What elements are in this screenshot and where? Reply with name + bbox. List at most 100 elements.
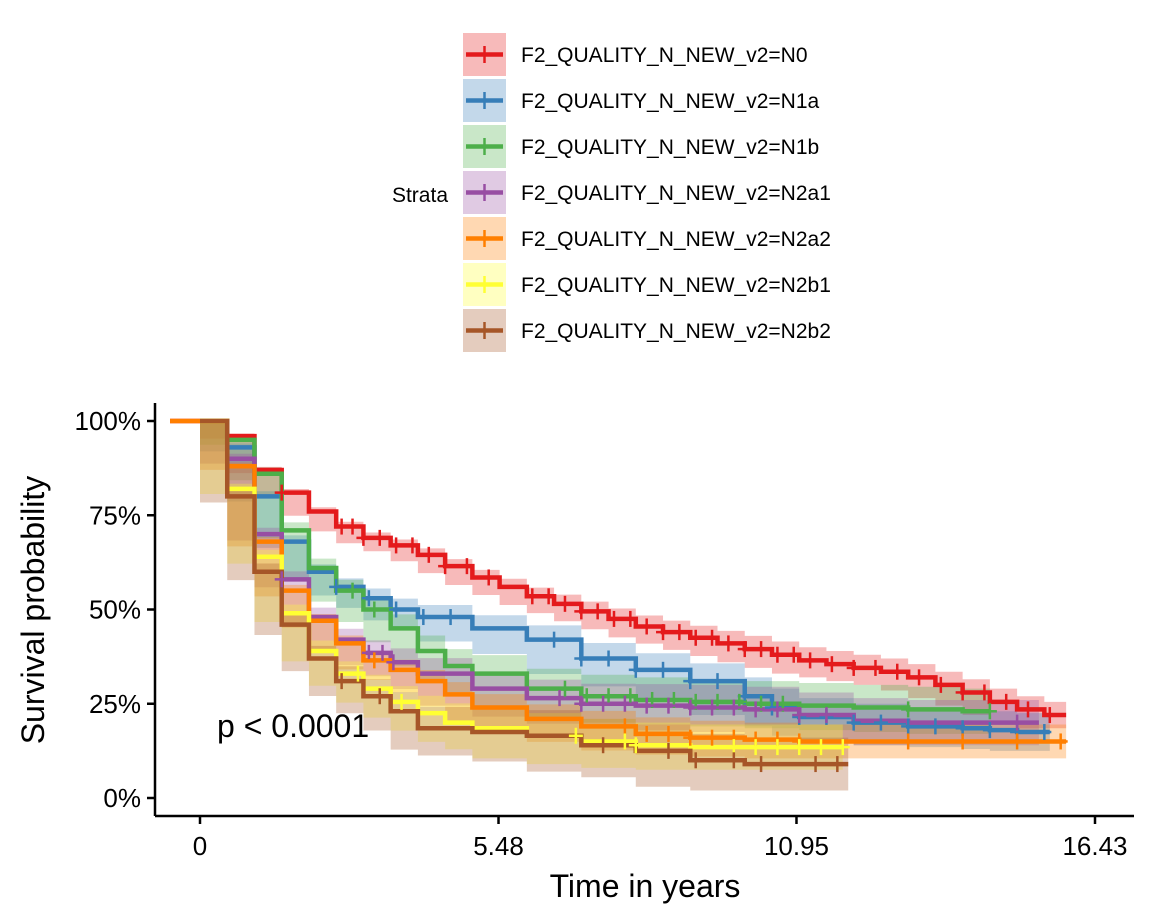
censor-mark [557,680,572,697]
censor-mark [808,756,823,773]
censor-mark [955,733,970,750]
censor-mark [672,624,687,641]
censor-mark [656,624,671,641]
censor-mark [977,684,992,701]
y-tick-label: 25% [89,689,141,719]
censor-mark [846,659,861,676]
legend-label: F2_QUALITY_N_NEW_v2=N1a [521,90,820,113]
censor-mark [748,701,763,718]
axes: 0% 25% 50% 75% 100% 0 5.48 10.95 16.43 Time in … [15,403,1134,904]
censor-mark [912,669,927,686]
censor-mark [590,603,605,620]
censor-mark [1020,701,1035,718]
censor-mark [726,699,741,716]
censor-mark [786,646,801,663]
ci-band-1 [200,421,1067,729]
legend-item: F2_QUALITY_N_NEW_v2=N2b2 [463,309,831,352]
censor-mark [568,727,583,744]
censor-mark [830,756,845,773]
ci-band-3 [200,421,990,734]
legend-item: F2_QUALITY_N_NEW_v2=N2a1 [463,171,831,214]
censor-mark [1010,733,1025,750]
censor-mark [459,558,474,575]
censor-mark [552,690,567,707]
censor-mark [639,618,654,635]
censor-marks [274,484,1068,773]
y-tick-label: 75% [89,500,141,530]
censor-mark [846,714,861,731]
censor-mark [705,629,720,646]
censor-mark [481,569,496,586]
censor-mark [386,654,401,671]
censor-mark [661,697,676,714]
censor-mark [274,484,289,501]
censor-mark [803,652,818,669]
censor-mark [350,665,365,682]
censor-mark [628,661,643,678]
censor-mark [345,518,360,535]
y-tick-label: 100% [75,406,142,436]
legend: Strata F2_QUALITY_N_NEW_v2=N0 F2_QUALITY_… [392,33,831,352]
censor-mark [394,693,409,710]
censor-mark [405,537,420,554]
censor-mark [705,699,720,716]
censor-mark [928,718,943,735]
censor-mark [623,610,638,627]
plot-area [170,418,1068,791]
y-axis-title: Survival probability [15,476,51,745]
censor-mark [721,635,736,652]
legend-label: F2_QUALITY_N_NEW_v2=N2b2 [521,320,831,343]
censor-mark [356,529,371,546]
censor-mark [372,529,387,546]
censor-mark [819,707,834,724]
censor-mark [421,546,436,563]
censor-mark [770,701,785,718]
censor-mark [438,558,453,575]
curve-3 [200,418,990,714]
legend-item: F2_QUALITY_N_NEW_v2=N1a [463,79,820,122]
censor-mark [901,718,916,735]
censor-mark [334,673,349,690]
censor-mark [901,701,916,718]
x-axis-title: Time in years [550,868,741,904]
y-axis-ticks: 0% 25% 50% 75% 100% [75,406,155,813]
censor-mark [726,752,741,769]
legend-title: Strata [392,184,448,207]
censor-mark [525,588,540,605]
censor-mark [601,650,616,667]
censor-mark [770,739,785,756]
censor-mark [813,739,828,756]
censor-mark [955,684,970,701]
censor-mark [982,722,997,739]
censor-mark [617,695,632,712]
censor-mark [596,737,611,754]
censor-mark [748,739,763,756]
censor-mark [361,590,376,607]
p-value-annotation: p < 0.0001 [217,708,369,744]
censor-mark [683,673,698,690]
censor-mark [367,601,382,618]
censor-mark [705,729,720,746]
legend-item: F2_QUALITY_N_NEW_v2=N2a2 [463,217,831,260]
x-tick-label: 16.43 [1062,831,1127,861]
censor-mark [596,695,611,712]
censor-mark [835,739,850,756]
legend-label: F2_QUALITY_N_NEW_v2=N2a2 [521,228,831,251]
censor-mark [557,595,572,612]
censor-mark [372,688,387,705]
censor-mark [737,641,752,658]
x-axis-ticks: 0 5.48 10.95 16.43 [193,816,1128,861]
censor-mark [754,756,769,773]
censor-mark [873,714,888,731]
censor-mark [792,707,807,724]
censor-mark [375,644,390,661]
legend-label: F2_QUALITY_N_NEW_v2=N1b [521,136,819,159]
censor-mark [617,718,632,735]
censor-mark [770,646,785,663]
censor-mark [688,629,703,646]
censor-mark [389,537,404,554]
censor-mark [710,673,725,690]
censor-mark [574,603,589,620]
censor-mark [274,571,289,588]
